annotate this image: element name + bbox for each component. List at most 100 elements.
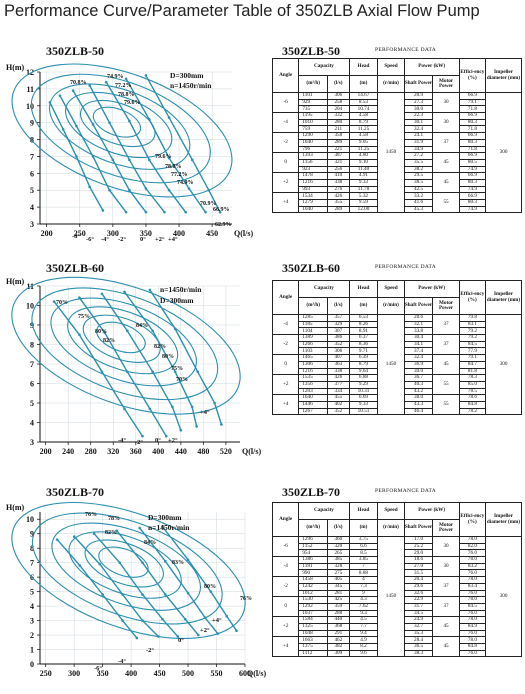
blade-angle-label: +4° bbox=[200, 409, 210, 416]
table-row: -4 1285 357 6.53 1450 28.6 37 79.8 300 bbox=[271, 313, 522, 416]
capacity-m3h-cell: 1465 bbox=[298, 354, 329, 362]
table-row: 735 204 10.74 30.0 71.8 bbox=[273, 105, 522, 114]
angle-cell: -4 bbox=[271, 112, 300, 134]
efficiency-cell: 66.9 bbox=[458, 92, 487, 100]
head-cell: 11.40 bbox=[348, 165, 379, 174]
shaft-power-cell: 31.9 bbox=[403, 138, 434, 147]
speed-cell: 1450 bbox=[377, 313, 405, 416]
blade-angle-label: 0° bbox=[140, 236, 146, 243]
capacity-m3h-cell: 1279 bbox=[298, 199, 329, 207]
curve-point bbox=[148, 407, 152, 411]
capacity-m3h-cell: 1584 bbox=[298, 616, 329, 624]
angle-cell: +2 bbox=[271, 616, 300, 638]
curve-point bbox=[88, 84, 91, 87]
efficiency-label: 78.8% bbox=[118, 92, 135, 98]
capacity-m3h-cell: 1386 bbox=[298, 556, 329, 564]
capacity-m3h-cell: 1285 bbox=[298, 314, 329, 322]
y-tick-label: 6 bbox=[30, 169, 34, 178]
table-2-model-label: 350ZLB-60 bbox=[282, 261, 341, 275]
efficiency-contour bbox=[31, 287, 219, 401]
motor-power-cell: 55 bbox=[432, 374, 460, 396]
curve-point bbox=[151, 329, 154, 333]
capacity-m3h-cell: 1195 bbox=[298, 112, 329, 120]
capacity-m3h-cell: 1048 bbox=[298, 629, 329, 638]
shaft-power-cell: 39.0 bbox=[403, 367, 434, 376]
head-cell: 8.91 bbox=[348, 327, 379, 336]
shaft-power-cell: 43.2 bbox=[403, 387, 434, 396]
capacity-ls-cell: 306 bbox=[327, 92, 350, 100]
motor-power-cell: 45 bbox=[432, 616, 460, 638]
angle-cell: +2 bbox=[271, 172, 300, 194]
head-cell: 6.88 bbox=[348, 374, 379, 382]
angle-cell: +2 bbox=[271, 374, 300, 396]
capacity-m3h-cell: 993 bbox=[298, 185, 329, 194]
capacity-ls-cell: 410 bbox=[327, 172, 350, 180]
header-speed: Speed bbox=[377, 58, 405, 76]
shaft-power-cell: 24.9 bbox=[403, 616, 434, 624]
efficiency-cell: 84.9 bbox=[458, 622, 487, 631]
capacity-ls-cell: 426 bbox=[327, 192, 350, 200]
curve-point bbox=[213, 401, 216, 405]
efficiency-cell: 76.0 bbox=[458, 649, 487, 658]
shaft-power-cell: 36.5 bbox=[403, 643, 434, 651]
speed-cell: 1450 bbox=[377, 535, 405, 658]
y-tick-label: 7 bbox=[30, 152, 34, 161]
angle-cell: -6 bbox=[271, 535, 300, 558]
angle-cell: -2 bbox=[271, 576, 300, 598]
efficiency-label: 79.6% bbox=[155, 154, 172, 160]
chart-1-model-label: 350ZLB-50 bbox=[46, 44, 105, 58]
capacity-ls-cell: 306 bbox=[327, 347, 350, 356]
performance-table-350zlb-50: Angle Capacity Head Speed Power (kW) Effici-e… bbox=[271, 58, 522, 214]
efficiency-contour bbox=[96, 321, 146, 354]
curve-point bbox=[52, 300, 56, 303]
curve-point bbox=[144, 74, 148, 77]
table-row: 1267 352 10.51 46.4 78.2 bbox=[273, 407, 522, 416]
shaft-power-cell: 17.0 bbox=[403, 536, 434, 544]
angle-cell: +4 bbox=[271, 192, 300, 214]
shaft-power-cell: 20.9 bbox=[403, 92, 434, 100]
table-3-model-label: 350ZLB-70 bbox=[282, 485, 341, 499]
efficiency-cell: 80.5 bbox=[458, 158, 487, 167]
shaft-power-cell: 28.6 bbox=[403, 314, 434, 322]
efficiency-contour bbox=[67, 306, 179, 375]
head-cell: 9.10 bbox=[348, 158, 379, 167]
efficiency-cell: 83.1 bbox=[458, 320, 487, 329]
efficiency-cell: 84.7 bbox=[458, 360, 487, 369]
header-ls: (l/s) bbox=[327, 75, 350, 93]
efficiency-cell: 79.8 bbox=[458, 314, 487, 322]
curve-point bbox=[58, 94, 62, 97]
blade-angle-label: -6° bbox=[86, 236, 94, 243]
y-tick-label: 2 bbox=[30, 631, 34, 640]
curve-point bbox=[55, 538, 59, 541]
capacity-ls-cell: 211 bbox=[327, 125, 350, 134]
y-tick-label: 10 bbox=[26, 302, 34, 311]
capacity-m3h-cell: 1104 bbox=[298, 327, 329, 336]
efficiency-cell: 84.8 bbox=[458, 643, 487, 651]
motor-power-cell: 45 bbox=[432, 636, 460, 658]
header-efficiency: Effici-ency (%) bbox=[458, 502, 487, 537]
table-row: 1292 359 7.62 31.7 84.5 bbox=[273, 602, 522, 611]
capacity-ls-cell: 455 bbox=[327, 394, 350, 402]
curve-point bbox=[78, 564, 82, 567]
shaft-power-cell: 34.5 bbox=[403, 609, 434, 618]
x-tick-label: 550 bbox=[211, 669, 223, 678]
header-m: (m) bbox=[348, 519, 379, 537]
capacity-m3h-cell: 1478 bbox=[298, 172, 329, 180]
shaft-power-cell: 34.1 bbox=[403, 340, 434, 349]
blade-angle-label: 0° bbox=[155, 437, 161, 444]
curve-point bbox=[128, 158, 131, 162]
efficiency-cell: 78.0 bbox=[458, 636, 487, 644]
header-capacity: Capacity bbox=[298, 58, 350, 76]
page-title: Performance Curve/Parameter Table of 350… bbox=[4, 2, 480, 20]
shaft-power-cell: 18.6 bbox=[403, 556, 434, 564]
curve-point bbox=[123, 290, 126, 294]
head-cell: 6.6 bbox=[348, 542, 379, 551]
y-tick-label: 3 bbox=[30, 220, 34, 229]
efficiency-contour bbox=[64, 91, 173, 159]
capacity-m3h-cell: 735 bbox=[298, 105, 329, 114]
capacity-ls-cell: 332 bbox=[327, 112, 350, 120]
shaft-power-cell: 30.1 bbox=[403, 118, 434, 127]
efficiency-label: 83% bbox=[172, 560, 184, 566]
curve-point bbox=[135, 636, 139, 640]
chart-350zlb-50: 200 250 300 350 400 4503456789101112H(m)Q(l/s… bbox=[6, 63, 253, 243]
